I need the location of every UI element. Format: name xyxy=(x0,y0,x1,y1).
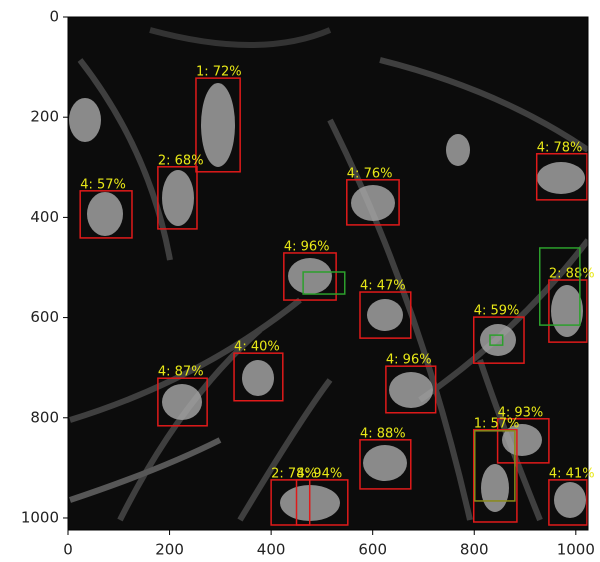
detection-box xyxy=(233,352,284,402)
detection-box xyxy=(157,377,208,427)
image-objects xyxy=(69,83,586,521)
detection-label: 4: 78% xyxy=(537,140,583,155)
x-tick-label: 200 xyxy=(155,541,184,559)
y-tick-label: 0 xyxy=(49,8,59,26)
y-tick-label: 400 xyxy=(30,208,59,226)
detection-label: 4: 87% xyxy=(158,365,204,380)
detection-box xyxy=(548,279,588,343)
detection-label: 4: 57% xyxy=(80,177,126,192)
detection-label: 4: 93% xyxy=(498,405,544,420)
detection-box xyxy=(195,77,241,173)
y-tick-label: 800 xyxy=(30,408,59,426)
detections: 1: 72% 2: 68% 4: 57% 4: 76% 4: 78% 4: 96% 4: 4… xyxy=(79,65,595,526)
detection-label: 4: 76% xyxy=(347,166,393,181)
detection-box xyxy=(295,479,349,526)
detection-box xyxy=(474,430,516,502)
detection-label: 2: 78% xyxy=(271,466,317,481)
detection-box xyxy=(539,247,581,326)
detection-box xyxy=(359,439,412,490)
x-tick-label: 600 xyxy=(358,541,387,559)
x-tick-label: 0 xyxy=(63,541,73,559)
detection-box xyxy=(283,252,337,301)
detection-label: 4: 41% xyxy=(549,466,595,481)
detection-label: 1: 57% xyxy=(474,416,520,431)
detection-box xyxy=(157,166,198,230)
x-tick-label: 800 xyxy=(460,541,489,559)
detection-box xyxy=(359,291,412,339)
detection-label: 4: 96% xyxy=(386,353,432,368)
detection-box xyxy=(496,418,550,464)
detection-box xyxy=(535,153,588,201)
axes-frame xyxy=(67,16,589,531)
detection-box xyxy=(302,271,346,295)
y-tick-label: 200 xyxy=(30,108,59,126)
detection-label: 2: 88% xyxy=(549,267,595,282)
detection-label: 4: 47% xyxy=(360,279,406,294)
detection-label: 2: 68% xyxy=(158,153,204,168)
y-tick-label: 1000 xyxy=(21,508,59,526)
detection-box xyxy=(79,190,133,239)
detection-label: 4: 59% xyxy=(474,304,520,319)
detection-label: 4: 96% xyxy=(284,239,330,254)
detection-box xyxy=(489,334,504,346)
detection-box xyxy=(385,365,437,414)
detection-box xyxy=(548,479,588,526)
x-tick-label: 1000 xyxy=(557,541,595,559)
x-tick-label: 400 xyxy=(257,541,286,559)
detection-box xyxy=(270,479,311,526)
detection-label: 4: 94% xyxy=(297,466,343,481)
detection-box xyxy=(472,316,525,364)
detection-box xyxy=(472,429,518,523)
detection-box xyxy=(346,179,400,226)
detection-label: 4: 40% xyxy=(234,340,280,355)
detection-label: 4: 88% xyxy=(360,426,406,441)
y-tick-label: 600 xyxy=(30,308,59,326)
detection-label: 1: 72% xyxy=(196,65,242,80)
